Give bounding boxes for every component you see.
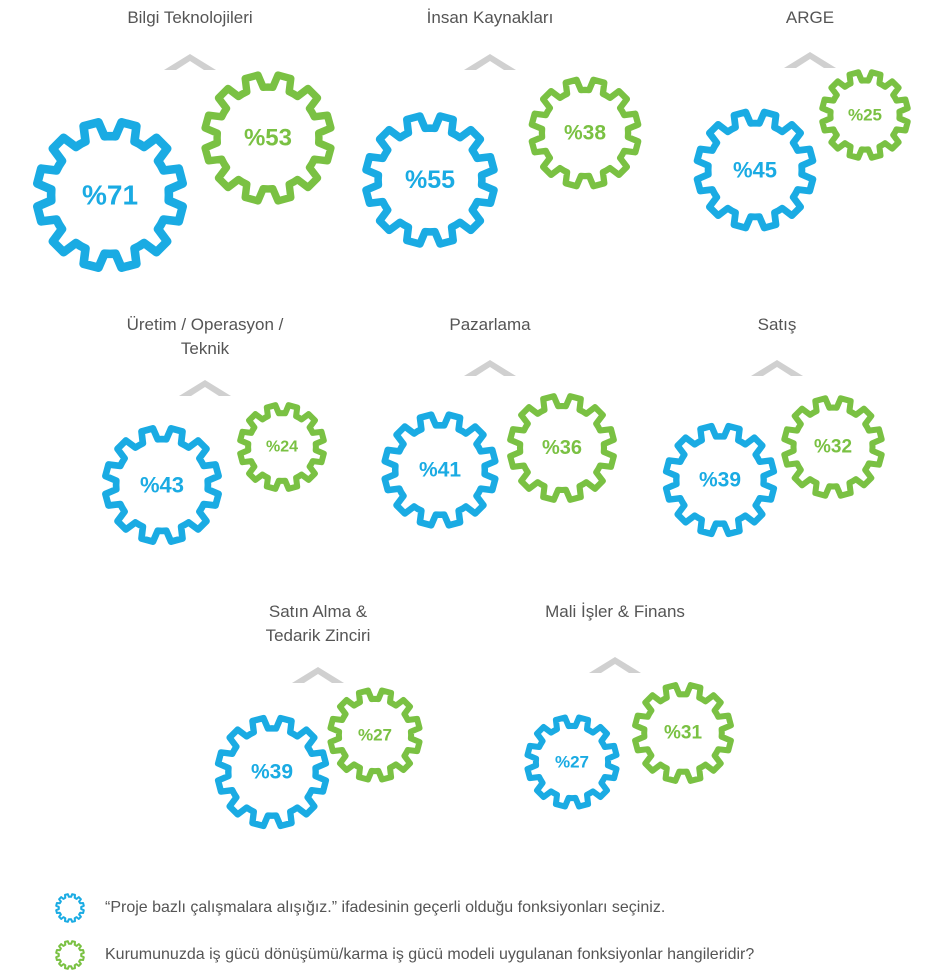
value-label: %71 [82,180,138,211]
value-label: %45 [733,158,777,183]
gear [528,76,642,190]
legend-entry: “Proje bazlı çalışmalara alışığız.” ifad… [105,899,666,916]
chevron [751,360,803,376]
gear [362,112,498,248]
category-title: Pazarlama [449,315,531,334]
value-label: %27 [358,726,392,745]
category-title: İnsan Kaynakları [426,8,554,27]
value-label: %24 [266,439,298,456]
gear [781,395,885,499]
category-title: Mali İşler & Finans [545,602,685,621]
chevron [179,380,231,396]
value-label: %41 [419,459,461,482]
value-label: %55 [405,166,455,194]
gear [819,69,911,161]
gear [632,682,734,784]
value-label: %32 [814,437,852,458]
value-label: %38 [564,122,606,145]
gear [693,108,817,232]
gear [102,425,222,545]
gear [662,422,778,538]
chevron [784,52,836,68]
category-title: Satış [757,315,797,334]
value-label: %36 [542,437,582,459]
gear [33,118,187,272]
gear [214,714,330,830]
value-label: %27 [555,753,589,772]
chevron [292,667,344,683]
chevron [164,54,216,70]
category-title: Üretim / Operasyon / Teknik [126,315,284,358]
value-label: %39 [699,469,741,492]
legend-icon [55,893,85,923]
chevron [464,54,516,70]
gear [381,411,499,529]
value-label: %53 [244,125,292,152]
gear [237,402,327,492]
gear [507,393,617,503]
legend-icon [55,940,85,970]
chevron [589,657,641,673]
category-title: ARGE [785,8,835,27]
chevron [464,360,516,376]
category-title: Satın Alma & Tedarik Zinciri [265,602,371,645]
gear [201,71,335,205]
value-label: %31 [664,723,702,744]
value-label: %25 [848,106,882,125]
category-title: Bilgi Teknolojileri [127,8,253,27]
gear [524,714,620,810]
legend-entry: Kurumunuzda iş gücü dönüşümü/karma iş gü… [105,946,755,963]
value-label: %43 [140,473,184,498]
gear [327,687,423,783]
value-label: %39 [251,761,293,784]
